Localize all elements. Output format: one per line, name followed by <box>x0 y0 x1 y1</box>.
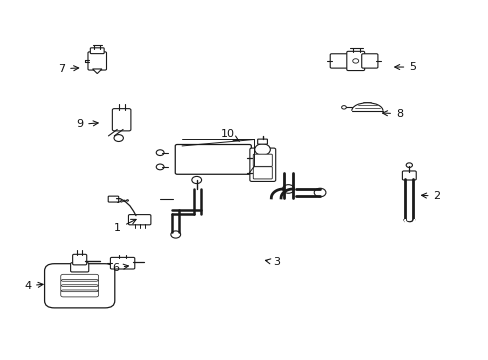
FancyBboxPatch shape <box>112 109 131 131</box>
Polygon shape <box>92 69 102 73</box>
Circle shape <box>126 200 128 201</box>
FancyBboxPatch shape <box>44 264 115 308</box>
Circle shape <box>170 231 180 238</box>
FancyBboxPatch shape <box>253 167 272 179</box>
Circle shape <box>156 150 163 156</box>
Circle shape <box>191 176 201 184</box>
Circle shape <box>117 201 119 203</box>
Text: 4: 4 <box>24 281 43 291</box>
FancyBboxPatch shape <box>175 144 251 174</box>
Text: 2: 2 <box>421 191 440 201</box>
Circle shape <box>314 188 325 197</box>
Text: 8: 8 <box>382 109 402 119</box>
Circle shape <box>156 164 163 170</box>
FancyBboxPatch shape <box>108 196 119 202</box>
FancyBboxPatch shape <box>402 171 415 180</box>
Circle shape <box>114 135 123 141</box>
Text: 7: 7 <box>58 64 79 74</box>
Text: 5: 5 <box>394 62 415 72</box>
FancyBboxPatch shape <box>253 154 272 166</box>
Circle shape <box>123 200 125 202</box>
Circle shape <box>341 105 346 109</box>
FancyBboxPatch shape <box>90 48 104 54</box>
FancyBboxPatch shape <box>73 254 86 265</box>
FancyBboxPatch shape <box>110 257 135 269</box>
Circle shape <box>406 163 411 167</box>
Circle shape <box>352 59 358 63</box>
FancyBboxPatch shape <box>88 52 106 70</box>
FancyBboxPatch shape <box>249 148 275 181</box>
FancyBboxPatch shape <box>361 54 377 68</box>
Text: 10: 10 <box>220 129 239 141</box>
FancyBboxPatch shape <box>329 54 349 68</box>
Circle shape <box>120 201 122 202</box>
FancyBboxPatch shape <box>346 51 364 71</box>
Text: 6: 6 <box>112 263 128 273</box>
Text: 3: 3 <box>265 257 279 267</box>
Circle shape <box>254 144 270 155</box>
FancyBboxPatch shape <box>128 215 151 225</box>
Text: 9: 9 <box>76 120 98 129</box>
FancyBboxPatch shape <box>257 139 267 144</box>
Circle shape <box>282 185 294 193</box>
FancyBboxPatch shape <box>70 263 89 272</box>
Text: 1: 1 <box>114 219 136 233</box>
